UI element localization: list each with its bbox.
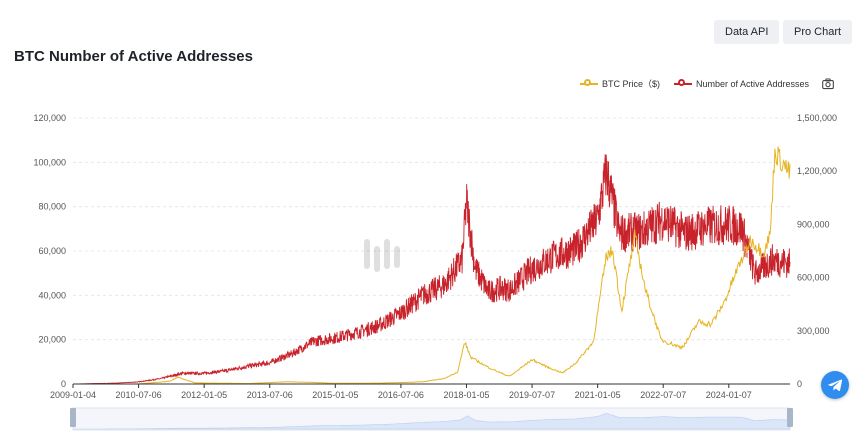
y-left-tick-label: 120,000	[33, 113, 66, 123]
x-tick-label: 2013-07-06	[247, 390, 293, 400]
x-axis: 2009-01-04 2010-07-06 2012-01-05 2013-07-06…	[50, 383, 790, 400]
x-tick-label: 2022-07-07	[640, 390, 686, 400]
telegram-button[interactable]	[821, 371, 849, 399]
y-left-tick-label: 0	[61, 379, 66, 389]
y-right-tick-label: 300,000	[797, 326, 830, 336]
y-right-tick-label: 1,200,000	[797, 166, 837, 176]
x-tick-label: 2018-01-05	[443, 390, 489, 400]
zoom-slider[interactable]	[70, 407, 793, 431]
legend-price-dot-icon	[584, 79, 591, 86]
y-left-tick-label: 80,000	[38, 202, 66, 212]
data-api-button[interactable]: Data API	[714, 20, 780, 44]
telegram-icon	[828, 379, 843, 392]
x-tick-label: 2024-01-07	[706, 390, 752, 400]
y-right-tick-label: 1,500,000	[797, 113, 837, 123]
y-left-tick-label: 40,000	[38, 290, 66, 300]
zoom-handle-right	[787, 408, 793, 427]
zoom-handle-left	[70, 408, 76, 427]
y-left-tick-label: 20,000	[38, 335, 66, 345]
legend-label-active-addresses: Number of Active Addresses	[696, 79, 810, 89]
y-right-tick-label: 0	[797, 379, 802, 389]
y-right-tick-label: 900,000	[797, 219, 830, 229]
y-axis-left: 0 20,000 40,000 60,000 80,000 100,000 120,000	[33, 113, 66, 389]
addresses-line	[73, 154, 791, 385]
x-tick-label: 2015-01-05	[312, 390, 358, 400]
x-tick-label: 2009-01-04	[50, 390, 96, 400]
x-tick-label: 2012-01-05	[181, 390, 227, 400]
y-left-tick-label: 60,000	[38, 246, 66, 256]
series-btc-price	[73, 146, 791, 385]
chart-title: BTC Number of Active Addresses	[14, 48, 253, 65]
legend-addresses-dot-icon	[678, 79, 685, 86]
x-tick-label: 2019-07-07	[509, 390, 555, 400]
series-active-addresses	[73, 154, 791, 385]
y-axis-right: 0 300,000 600,000 900,000 1,200,000 1,500,000	[797, 113, 837, 389]
coinglass-logo	[364, 239, 400, 272]
y-right-tick-label: 600,000	[797, 273, 830, 283]
pro-chart-button[interactable]: Pro Chart	[783, 20, 853, 44]
x-tick-label: 2021-01-05	[575, 390, 621, 400]
camera-icon[interactable]	[822, 78, 834, 90]
y-left-tick-label: 100,000	[33, 157, 66, 167]
zoom-preview-area	[73, 412, 791, 430]
btc-price-line	[73, 146, 791, 385]
x-tick-label: 2016-07-06	[378, 390, 424, 400]
legend-label-btc-price: BTC Price（$)	[602, 79, 661, 89]
x-tick-label: 2010-07-06	[116, 390, 162, 400]
